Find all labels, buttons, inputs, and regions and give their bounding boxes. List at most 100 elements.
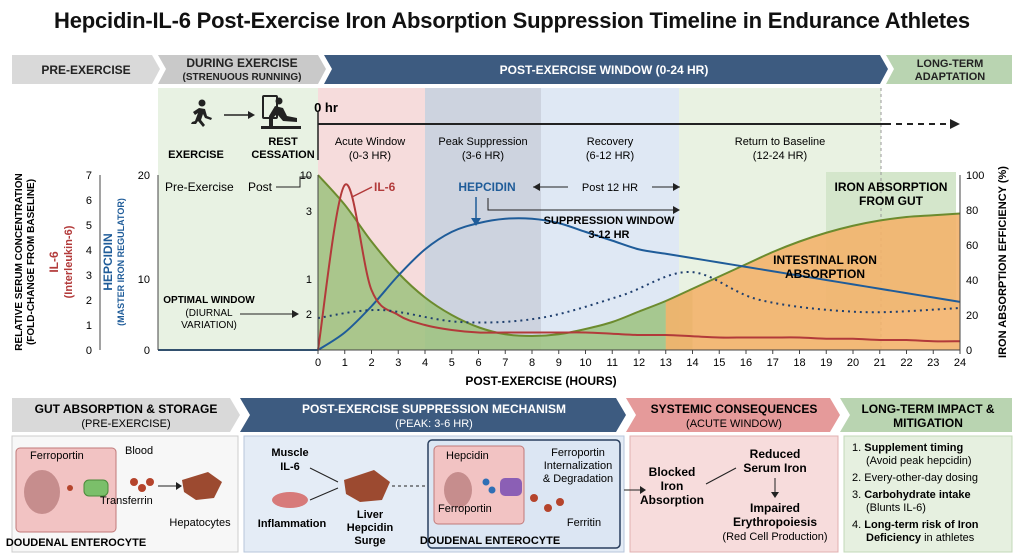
muscle-fiber-icon bbox=[272, 492, 308, 508]
optimal-window-annotation-3: VARIATION) bbox=[181, 320, 237, 331]
ferroportin-channel-icon bbox=[83, 479, 109, 497]
il6-tick-label: 2 bbox=[86, 295, 92, 307]
post12-arrow-right-head bbox=[673, 183, 680, 191]
long-panel-bg bbox=[843, 435, 1013, 553]
phase-pre-label: PRE-EXERCISE bbox=[41, 63, 130, 77]
hep-tick-20: 20 bbox=[138, 170, 150, 182]
arrow-right-icon bbox=[224, 111, 255, 119]
enterocyte-label-2: DOUDENAL ENTEROCYTE bbox=[420, 535, 560, 547]
phase-long-label: LONG-TERM bbox=[917, 58, 984, 70]
x-ticks: 0 1 2 3 4 5 6 7 8 9 10 11 12 13 14 15 16 17 18 19 20 21 22 23 24 bbox=[315, 350, 966, 369]
internalization-label-3: & Degradation bbox=[543, 473, 613, 485]
mitigation-3-text: (Blunts IL-6) bbox=[866, 502, 926, 514]
phase-long-label-2: ADAPTATION bbox=[915, 71, 986, 83]
x-tick-label: 8 bbox=[529, 357, 535, 369]
il6-axis-label-2: (Interleukin-6) bbox=[63, 225, 75, 298]
hepatocytes-label: Hepatocytes bbox=[169, 517, 231, 529]
x-tick-label: 16 bbox=[740, 357, 752, 369]
iron-absorption-area bbox=[665, 213, 960, 350]
x-tick-label: 20 bbox=[847, 357, 859, 369]
exercise-label: EXERCISE bbox=[168, 149, 224, 161]
long-term-panel: 1. Supplement timing (Avoid peak hepcidi… bbox=[843, 435, 1013, 553]
post12-annotation: Post 12 HR bbox=[582, 182, 638, 194]
arrow-right-icon bbox=[705, 467, 737, 485]
window-return-name: Return to Baseline bbox=[735, 136, 826, 148]
right-tick-label: 60 bbox=[966, 240, 978, 252]
liver-label-2: Hepcidin bbox=[347, 522, 394, 534]
sys-banner bbox=[626, 398, 840, 432]
x-tick-label: 23 bbox=[927, 357, 939, 369]
window-acute-name: Acute Window bbox=[335, 136, 405, 148]
x-axis-label: POST-EXERCISE (HOURS) bbox=[465, 374, 616, 388]
window-acute-range: (0-3 HR) bbox=[349, 150, 391, 162]
hep-axis-label-2: (MASTER IRON REGULATOR) bbox=[116, 198, 126, 326]
gut-sub: (PRE-EXERCISE) bbox=[81, 418, 170, 430]
window-peak-range: (3-6 HR) bbox=[462, 150, 504, 162]
inner-tick-1: 1 bbox=[306, 274, 312, 286]
y-axis-label: RELATIVE SERUM CONCENTRATION bbox=[14, 173, 25, 350]
hep-axis-label: HEPCIDIN bbox=[101, 233, 115, 290]
right-axis-label: IRON ABSORPTION EFFICIENCY (%) bbox=[997, 166, 1009, 358]
resting-person-icon bbox=[261, 95, 301, 129]
sys-panel-bg bbox=[629, 435, 839, 553]
internalization-label-2: Internalization bbox=[544, 460, 613, 472]
il6-axis-label: IL-6 bbox=[47, 251, 61, 273]
y-axis-label-2: (FOLD-CHANGE FROM BASELINE) bbox=[26, 179, 37, 345]
right-tick-label: 80 bbox=[966, 205, 978, 217]
arrow-right-icon bbox=[640, 486, 646, 494]
iron-gut-annotation-2: FROM GUT bbox=[859, 194, 924, 208]
liver-label-3: Surge bbox=[354, 535, 385, 547]
iron-absorption-line bbox=[317, 174, 961, 338]
x-tick-label: 14 bbox=[686, 357, 698, 369]
hepcidin-dot-icon bbox=[488, 486, 496, 494]
right-ticks: 100 80 60 40 20 0 bbox=[966, 170, 984, 357]
liver-icon bbox=[182, 472, 222, 500]
arrow-right-icon bbox=[176, 482, 182, 490]
x-tick-label: 11 bbox=[607, 357, 618, 369]
impaired-label-3: (Red Cell Production) bbox=[722, 531, 827, 543]
mitigation-1-text: (Avoid peak hepcidin) bbox=[866, 455, 972, 467]
optimal-window-annotation-2: (DIURNAL bbox=[185, 308, 233, 319]
right-tick-label: 0 bbox=[966, 345, 972, 357]
il6-annotation: IL-6 bbox=[374, 180, 396, 194]
page-title: Hepcidin-IL-6 Post-Exercise Iron Absorpt… bbox=[54, 8, 970, 33]
axis-labels: POST-EXERCISE (HOURS) RELATIVE SERUM CON… bbox=[14, 166, 1009, 388]
il6-tick-label: 1 bbox=[86, 320, 92, 332]
long-title-2: MITIGATION bbox=[893, 416, 963, 430]
phase-post-bg bbox=[324, 55, 888, 84]
mitigation-2: 2. Every-other-day dosing bbox=[852, 472, 978, 484]
phase-post-label: POST-EXERCISE WINDOW (0-24 HR) bbox=[500, 63, 709, 77]
x-tick-label: 18 bbox=[793, 357, 805, 369]
window-labels: Acute Window (0-3 HR) Peak Suppression (… bbox=[335, 136, 825, 162]
zero-hour-label: 0 hr bbox=[314, 100, 338, 115]
bg-pre bbox=[158, 88, 318, 350]
icons-row: EXERCISE REST CESSATION 0 hr bbox=[168, 95, 960, 161]
arrow-right-icon bbox=[309, 467, 339, 483]
ferroportin-channel-icon bbox=[500, 478, 522, 496]
intestinal-annotation-2: ABSORPTION bbox=[785, 267, 865, 281]
iron-dot-icon bbox=[556, 498, 564, 506]
suppression-annotation: SUPPRESSION WINDOW bbox=[544, 215, 675, 227]
runner-icon bbox=[191, 99, 212, 127]
nucleus-shape bbox=[444, 472, 472, 508]
x-tick-label: 12 bbox=[633, 357, 645, 369]
iron-dot-icon bbox=[138, 484, 146, 492]
transferrin-label: Transferrin bbox=[100, 495, 153, 507]
phase-during-label: DURING EXERCISE bbox=[186, 56, 297, 70]
ferritin-label: Ferritin bbox=[567, 517, 601, 529]
sys-sub: (ACUTE WINDOW) bbox=[686, 418, 782, 430]
rest-label-1: REST bbox=[268, 136, 298, 148]
x-tick-label: 2 bbox=[368, 357, 374, 369]
x-tick-label: 22 bbox=[900, 357, 912, 369]
mitigation-3-head: 3. Carbohydrate intake bbox=[852, 489, 971, 501]
arrow-down-icon bbox=[771, 492, 779, 498]
inner-tick-2: 2 bbox=[306, 309, 312, 321]
enterocyte-label: DOUDENAL ENTEROCYTE bbox=[6, 537, 146, 549]
mech-title: POST-EXERCISE SUPPRESSION MECHANISM bbox=[302, 402, 566, 416]
x-tick-label: 10 bbox=[579, 357, 591, 369]
il6-tick-label: 7 bbox=[86, 170, 92, 182]
x-tick-label: 7 bbox=[502, 357, 508, 369]
gut-banner bbox=[12, 398, 240, 432]
iron-dot-icon bbox=[67, 485, 73, 491]
